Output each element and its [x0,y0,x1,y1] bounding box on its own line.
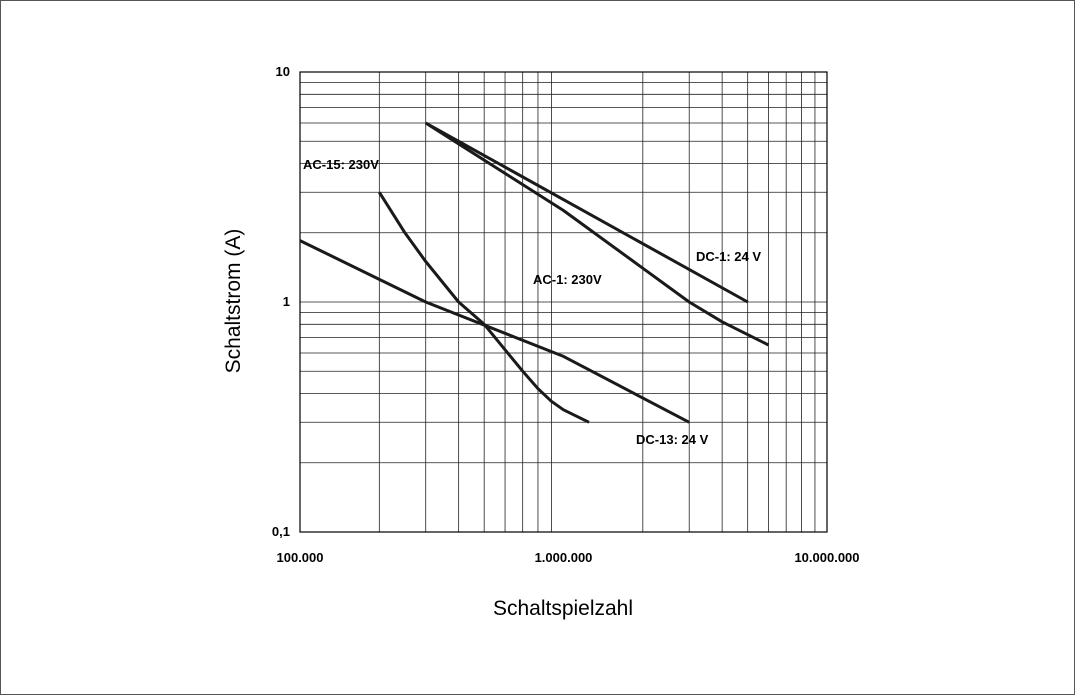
y-tick-label: 10 [276,64,290,79]
x-tick-label: 1.000.000 [535,550,593,565]
series-line-ac15-230v [378,191,590,424]
y-tick-label: 1 [283,294,290,309]
series-line-dc1-24v [424,121,749,304]
series-label-dc13-24v: DC-13: 24 V [636,432,709,447]
x-tick-label: 10.000.000 [794,550,859,565]
plot-area [299,71,828,533]
y-axis-title: Schaltstrom (A) [222,229,245,374]
x-tick-label: 100.000 [277,550,324,565]
x-axis-title: Schaltspielzahl [493,597,633,620]
y-tick-label: 0,1 [272,524,290,539]
series-labels: DC-1: 24 V AC-1: 230V AC-15: 230V DC-13: 24… [303,157,761,447]
series-line-dc13-24v [299,239,690,424]
series-label-ac1-230v: AC-1: 230V [533,272,602,287]
series-line-ac1-230v [424,121,770,347]
x-tick-labels: 100.000 1.000.000 10.000.000 [277,550,860,565]
curve-layer [299,121,770,424]
y-tick-labels: 10 1 0,1 [272,64,290,539]
series-label-ac15-230v: AC-15: 230V [303,157,379,172]
series-label-dc1-24v: DC-1: 24 V [696,249,761,264]
grid-layer [300,72,827,533]
